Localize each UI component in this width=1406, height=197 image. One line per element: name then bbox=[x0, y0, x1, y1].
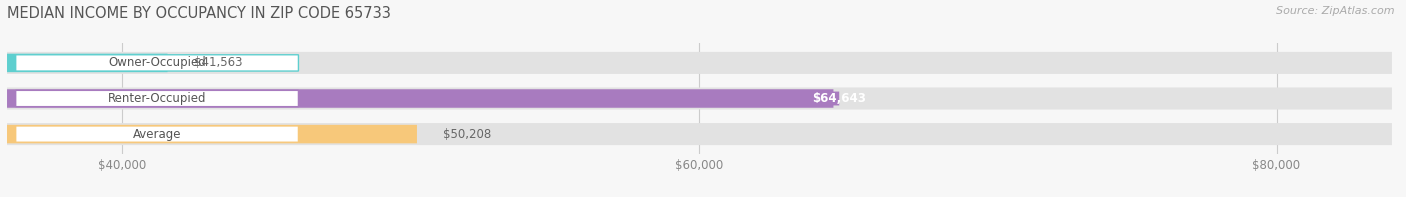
FancyBboxPatch shape bbox=[7, 54, 167, 72]
FancyBboxPatch shape bbox=[15, 55, 298, 71]
Text: Owner-Occupied: Owner-Occupied bbox=[108, 56, 205, 69]
FancyBboxPatch shape bbox=[7, 87, 1392, 110]
FancyBboxPatch shape bbox=[672, 92, 839, 105]
Text: Source: ZipAtlas.com: Source: ZipAtlas.com bbox=[1277, 6, 1395, 16]
FancyBboxPatch shape bbox=[7, 125, 418, 143]
Text: $64,643: $64,643 bbox=[813, 92, 866, 105]
FancyBboxPatch shape bbox=[7, 52, 1392, 74]
FancyBboxPatch shape bbox=[15, 126, 298, 142]
Text: $50,208: $50,208 bbox=[443, 128, 491, 141]
Text: Average: Average bbox=[132, 128, 181, 141]
Text: Renter-Occupied: Renter-Occupied bbox=[108, 92, 207, 105]
FancyBboxPatch shape bbox=[7, 123, 1392, 145]
Text: MEDIAN INCOME BY OCCUPANCY IN ZIP CODE 65733: MEDIAN INCOME BY OCCUPANCY IN ZIP CODE 6… bbox=[7, 6, 391, 21]
FancyBboxPatch shape bbox=[15, 90, 298, 107]
FancyBboxPatch shape bbox=[7, 89, 834, 108]
Text: $41,563: $41,563 bbox=[194, 56, 242, 69]
